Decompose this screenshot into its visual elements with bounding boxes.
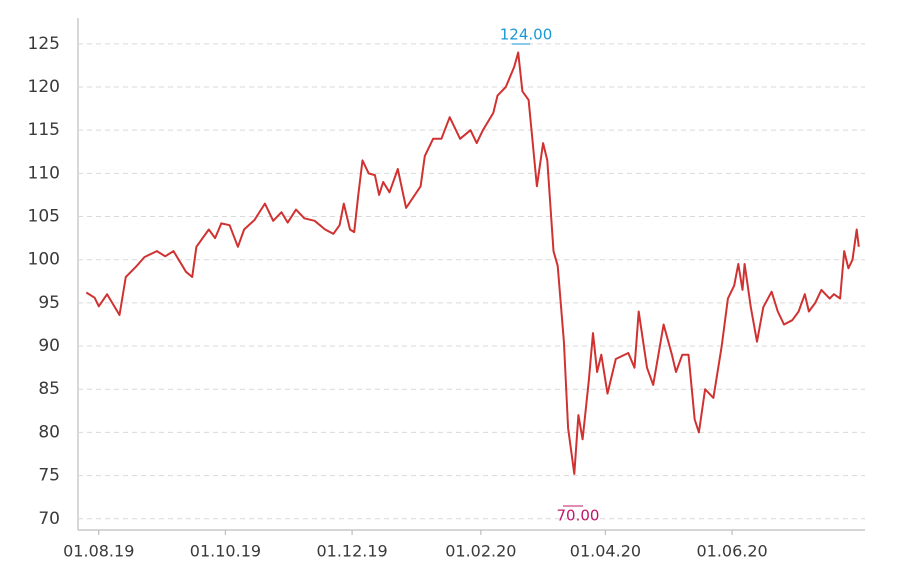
y-tick-label: 115 <box>28 120 60 140</box>
y-tick-label: 70 <box>38 509 60 529</box>
x-tick-label: 01.12.19 <box>316 542 387 561</box>
x-tick-label: 01.08.19 <box>63 542 134 561</box>
x-tick-label: 01.02.20 <box>445 542 516 561</box>
y-tick-label: 75 <box>38 466 60 486</box>
max-annotation: 124.00 <box>500 26 553 44</box>
y-tick-label: 90 <box>38 336 60 356</box>
price-line <box>85 51 860 475</box>
y-tick-label: 85 <box>38 379 60 399</box>
y-tick-label: 80 <box>38 422 60 442</box>
x-tick-label: 01.06.20 <box>696 542 767 561</box>
x-tick-label: 01.10.19 <box>190 542 261 561</box>
y-tick-label: 110 <box>28 163 60 183</box>
y-tick-label: 125 <box>28 34 60 54</box>
x-tick-label: 01.04.20 <box>570 542 641 561</box>
y-tick-label: 105 <box>28 207 60 227</box>
y-tick-label: 100 <box>28 250 60 270</box>
min-annotation: 70.00 <box>557 507 600 525</box>
y-tick-label: 95 <box>38 293 60 313</box>
y-tick-label: 120 <box>28 77 60 97</box>
